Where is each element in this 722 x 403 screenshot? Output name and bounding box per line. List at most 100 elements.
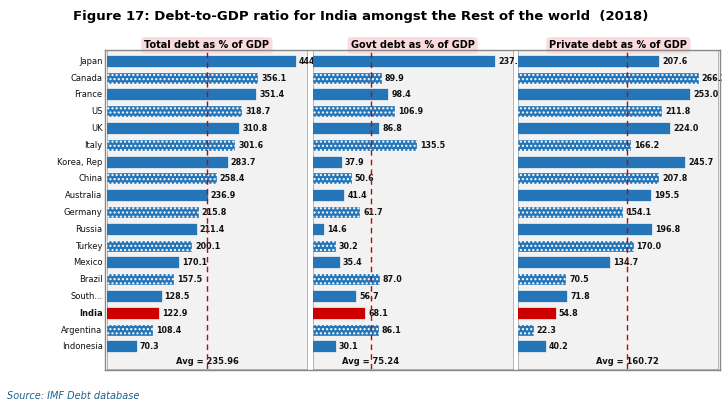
Text: 41.4: 41.4 [347,191,367,200]
Bar [518,341,546,352]
Text: 258.4: 258.4 [219,174,245,183]
Text: China: China [79,174,103,183]
Bar [313,207,360,218]
Text: 224.0: 224.0 [673,124,699,133]
Text: 14.6: 14.6 [327,225,347,234]
Text: 195.5: 195.5 [654,191,679,200]
Text: 128.5: 128.5 [165,292,190,301]
Bar [518,123,670,134]
Text: Avg = 160.72: Avg = 160.72 [596,357,658,366]
Text: Brazil: Brazil [79,275,103,284]
Text: 56.7: 56.7 [360,292,379,301]
Text: 30.2: 30.2 [339,242,359,251]
Text: 356.1: 356.1 [261,74,287,83]
Text: France: France [74,90,103,100]
Text: 283.7: 283.7 [230,158,256,166]
Text: 170.0: 170.0 [637,242,662,251]
Bar [107,308,159,319]
Bar [107,106,243,117]
Bar [518,106,662,117]
Text: 54.8: 54.8 [559,309,578,318]
Bar [107,224,197,235]
Text: 207.6: 207.6 [662,57,687,66]
Bar [107,56,296,67]
Text: Indonesia: Indonesia [61,343,103,351]
Bar [518,207,623,218]
Bar [518,274,566,285]
Bar [107,190,208,201]
Text: 86.1: 86.1 [382,326,401,334]
Text: Source: IMF Debt database: Source: IMF Debt database [7,391,139,401]
Bar [107,140,235,151]
Text: Australia: Australia [65,191,103,200]
Bar [313,173,352,184]
Text: Japan: Japan [79,57,103,66]
Text: India: India [79,309,103,318]
Bar [313,291,356,302]
Text: 211.4: 211.4 [200,225,225,234]
Text: 245.7: 245.7 [688,158,713,166]
Bar [518,224,652,235]
Text: 157.5: 157.5 [177,275,202,284]
Text: Italy: Italy [84,141,103,150]
Bar [107,73,258,83]
Text: 87.0: 87.0 [383,275,402,284]
Text: 134.7: 134.7 [613,258,638,268]
Text: Total debt as % of GDP: Total debt as % of GDP [144,40,269,50]
Bar [518,258,609,268]
Text: 61.7: 61.7 [363,208,383,217]
Text: 98.4: 98.4 [391,90,411,100]
Text: 211.8: 211.8 [665,107,690,116]
Bar [518,73,699,83]
Text: 237.1: 237.1 [498,57,523,66]
Text: Avg = 75.24: Avg = 75.24 [342,357,399,366]
Bar [107,89,256,100]
Bar [313,106,395,117]
Text: 50.6: 50.6 [355,174,374,183]
Bar [107,157,227,168]
Bar [107,341,136,352]
Bar [313,341,336,352]
Text: 135.5: 135.5 [420,141,445,150]
Bar [518,140,631,151]
Text: 70.3: 70.3 [140,343,160,351]
Text: South...: South... [70,292,103,301]
Text: 266.2: 266.2 [702,74,722,83]
Bar [107,274,174,285]
Bar [107,123,239,134]
Text: Germany: Germany [64,208,103,217]
Text: Mexico: Mexico [73,258,103,268]
Bar [313,308,365,319]
Text: 444.7: 444.7 [299,57,324,66]
Bar [518,56,659,67]
Bar [313,140,417,151]
Text: 196.8: 196.8 [655,225,680,234]
Bar [518,89,690,100]
Text: Avg = 235.96: Avg = 235.96 [176,357,239,366]
Text: Turkey: Turkey [75,242,103,251]
Text: 22.3: 22.3 [536,326,557,334]
Bar [518,241,634,251]
Text: 351.4: 351.4 [259,90,284,100]
Text: 35.4: 35.4 [343,258,362,268]
Text: 68.1: 68.1 [368,309,388,318]
Text: UK: UK [91,124,103,133]
Text: 71.8: 71.8 [570,292,590,301]
Text: 166.2: 166.2 [634,141,659,150]
Text: 122.9: 122.9 [162,309,188,318]
Text: Russia: Russia [75,225,103,234]
Text: 215.8: 215.8 [201,208,227,217]
Text: 200.1: 200.1 [195,242,220,251]
Bar [313,123,379,134]
Bar [107,291,162,302]
Bar [518,157,685,168]
Bar [313,157,342,168]
Bar [313,325,379,336]
Text: Argentina: Argentina [61,326,103,334]
Bar [313,73,382,83]
Text: 30.1: 30.1 [339,343,358,351]
Text: 40.2: 40.2 [549,343,568,351]
Bar [107,207,199,218]
Text: Private debt as % of GDP: Private debt as % of GDP [549,40,687,50]
Bar [518,325,534,336]
